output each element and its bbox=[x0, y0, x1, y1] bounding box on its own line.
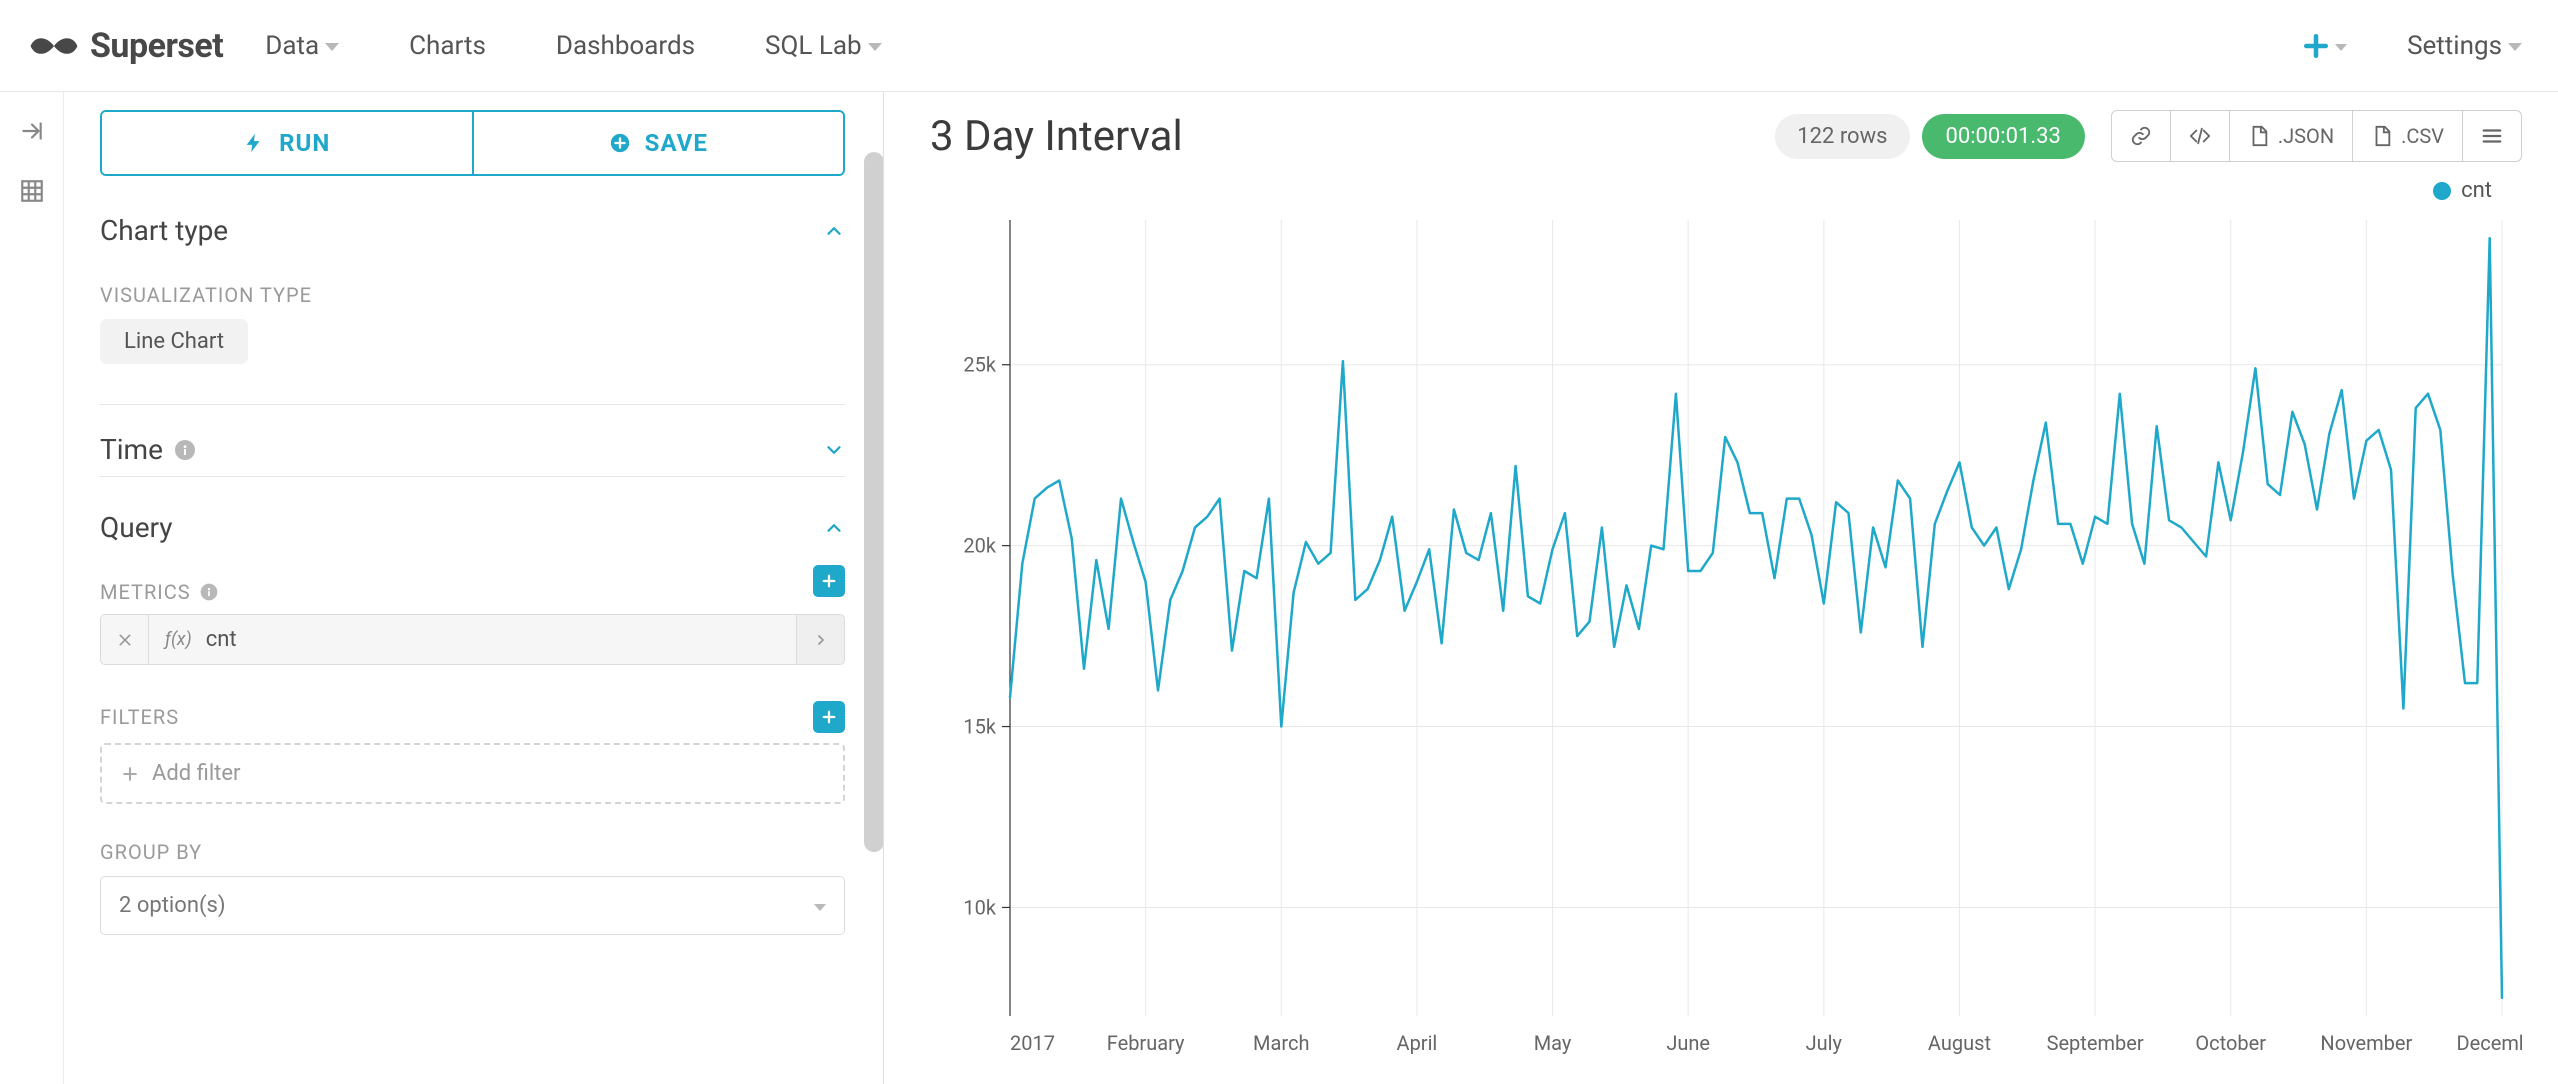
nav-items: Data Charts Dashboards SQL Lab bbox=[265, 31, 881, 61]
viz-type-value[interactable]: Line Chart bbox=[100, 319, 248, 364]
groupby-label: GROUP BY bbox=[100, 840, 845, 864]
settings-menu[interactable]: Settings bbox=[2407, 31, 2522, 61]
svg-text:20k: 20k bbox=[963, 534, 996, 558]
svg-text:December: December bbox=[2457, 1031, 2522, 1055]
settings-label: Settings bbox=[2407, 31, 2502, 61]
filters-label: FILTERS bbox=[100, 705, 179, 729]
chart-area: 3 Day Interval 122 rows 00:00:01.33 .JSO… bbox=[884, 92, 2558, 1084]
section-title: Time bbox=[100, 433, 163, 466]
code-icon bbox=[2189, 125, 2211, 147]
new-button[interactable] bbox=[2303, 33, 2347, 59]
section-chart-type: Chart type VISUALIZATION TYPE Line Chart bbox=[100, 214, 845, 405]
svg-text:August: August bbox=[1928, 1031, 1991, 1055]
top-navbar: Superset Data Charts Dashboards SQL Lab Set… bbox=[0, 0, 2558, 92]
run-save-group: RUN SAVE bbox=[100, 110, 845, 176]
metric-row[interactable]: ƒ(x) cnt bbox=[100, 614, 845, 665]
svg-text:10k: 10k bbox=[963, 895, 996, 919]
svg-text:March: March bbox=[1253, 1031, 1309, 1055]
json-button[interactable]: .JSON bbox=[2230, 110, 2353, 162]
file-icon bbox=[2248, 125, 2270, 147]
toolbar-buttons: .JSON .CSV bbox=[2111, 110, 2522, 162]
save-label: SAVE bbox=[645, 129, 708, 157]
section-query: Query METRICS ƒ(x) cnt bbox=[100, 511, 845, 941]
file-icon bbox=[2371, 125, 2393, 147]
embed-button[interactable] bbox=[2171, 110, 2230, 162]
link-icon bbox=[2130, 125, 2152, 147]
groupby-value: 2 option(s) bbox=[119, 893, 226, 918]
svg-text:2017: 2017 bbox=[1010, 1031, 1055, 1055]
chevron-up-icon bbox=[823, 220, 845, 242]
bolt-icon bbox=[243, 132, 265, 154]
svg-text:October: October bbox=[2195, 1031, 2266, 1055]
rows-badge: 122 rows bbox=[1775, 114, 1909, 159]
chevron-right-icon[interactable] bbox=[796, 615, 844, 664]
control-panel: RUN SAVE Chart type VISUALIZATION TYPE L… bbox=[64, 92, 884, 1084]
add-filter-button[interactable] bbox=[813, 701, 845, 733]
section-title: Query bbox=[100, 511, 173, 544]
add-filter-placeholder: Add filter bbox=[152, 761, 240, 786]
chevron-down-icon bbox=[2508, 43, 2522, 51]
csv-button[interactable]: .CSV bbox=[2353, 110, 2463, 162]
csv-label: .CSV bbox=[2401, 124, 2444, 148]
section-header-chart-type[interactable]: Chart type bbox=[100, 214, 845, 261]
run-button[interactable]: RUN bbox=[102, 112, 474, 174]
plus-icon bbox=[120, 764, 140, 784]
menu-button[interactable] bbox=[2463, 110, 2522, 162]
nav-item-dashboards[interactable]: Dashboards bbox=[556, 31, 695, 61]
nav-item-data[interactable]: Data bbox=[265, 31, 339, 61]
svg-text:May: May bbox=[1534, 1031, 1572, 1055]
link-button[interactable] bbox=[2111, 110, 2171, 162]
duration-badge: 00:00:01.33 bbox=[1922, 114, 2085, 159]
add-filter-input[interactable]: Add filter bbox=[100, 743, 845, 804]
section-time: Time bbox=[100, 433, 845, 477]
svg-text:June: June bbox=[1666, 1031, 1710, 1055]
svg-text:July: July bbox=[1806, 1031, 1843, 1055]
nav-item-charts[interactable]: Charts bbox=[409, 31, 486, 61]
collapse-icon[interactable] bbox=[17, 116, 47, 146]
svg-text:April: April bbox=[1397, 1031, 1438, 1055]
brand-name: Superset bbox=[90, 26, 223, 66]
chevron-down-icon bbox=[325, 43, 339, 51]
info-icon bbox=[173, 438, 197, 462]
chart-title: 3 Day Interval bbox=[930, 112, 1183, 161]
metric-name: cnt bbox=[206, 615, 796, 664]
run-label: RUN bbox=[279, 129, 330, 157]
section-title: Chart type bbox=[100, 214, 228, 247]
plus-icon bbox=[2303, 33, 2329, 59]
remove-metric-icon[interactable] bbox=[101, 615, 149, 664]
left-rail bbox=[0, 92, 64, 1084]
section-header-time[interactable]: Time bbox=[100, 433, 845, 470]
fx-icon: ƒ(x) bbox=[149, 615, 206, 664]
svg-text:November: November bbox=[2320, 1031, 2412, 1055]
datasource-icon[interactable] bbox=[17, 176, 47, 206]
chevron-down-icon bbox=[868, 43, 882, 51]
legend-label: cnt bbox=[2461, 178, 2492, 203]
svg-text:25k: 25k bbox=[963, 353, 996, 377]
add-metric-button[interactable] bbox=[813, 565, 845, 597]
chevron-down-icon bbox=[823, 439, 845, 461]
svg-text:February: February bbox=[1107, 1031, 1185, 1055]
legend[interactable]: cnt bbox=[2433, 178, 2492, 203]
save-button[interactable]: SAVE bbox=[474, 112, 844, 174]
plus-circle-icon bbox=[609, 132, 631, 154]
infinity-icon bbox=[28, 20, 80, 72]
svg-text:15k: 15k bbox=[963, 715, 996, 739]
hamburger-icon bbox=[2481, 125, 2503, 147]
chevron-up-icon bbox=[823, 517, 845, 539]
section-header-query[interactable]: Query bbox=[100, 511, 845, 558]
json-label: .JSON bbox=[2278, 124, 2334, 148]
nav-item-sql-lab[interactable]: SQL Lab bbox=[765, 31, 882, 61]
svg-text:September: September bbox=[2047, 1031, 2144, 1055]
viz-type-label: VISUALIZATION TYPE bbox=[100, 283, 845, 307]
info-icon bbox=[199, 582, 219, 602]
chevron-down-icon bbox=[814, 904, 826, 911]
brand-logo[interactable]: Superset bbox=[28, 20, 223, 72]
legend-dot-icon bbox=[2433, 182, 2451, 200]
line-chart[interactable]: 10k 15k 20k 25k 2017 February March April May Jun… bbox=[930, 178, 2522, 1084]
chevron-down-icon bbox=[2335, 44, 2347, 51]
scrollbar[interactable] bbox=[864, 152, 884, 852]
metrics-label: METRICS bbox=[100, 580, 191, 604]
groupby-select[interactable]: 2 option(s) bbox=[100, 876, 845, 935]
